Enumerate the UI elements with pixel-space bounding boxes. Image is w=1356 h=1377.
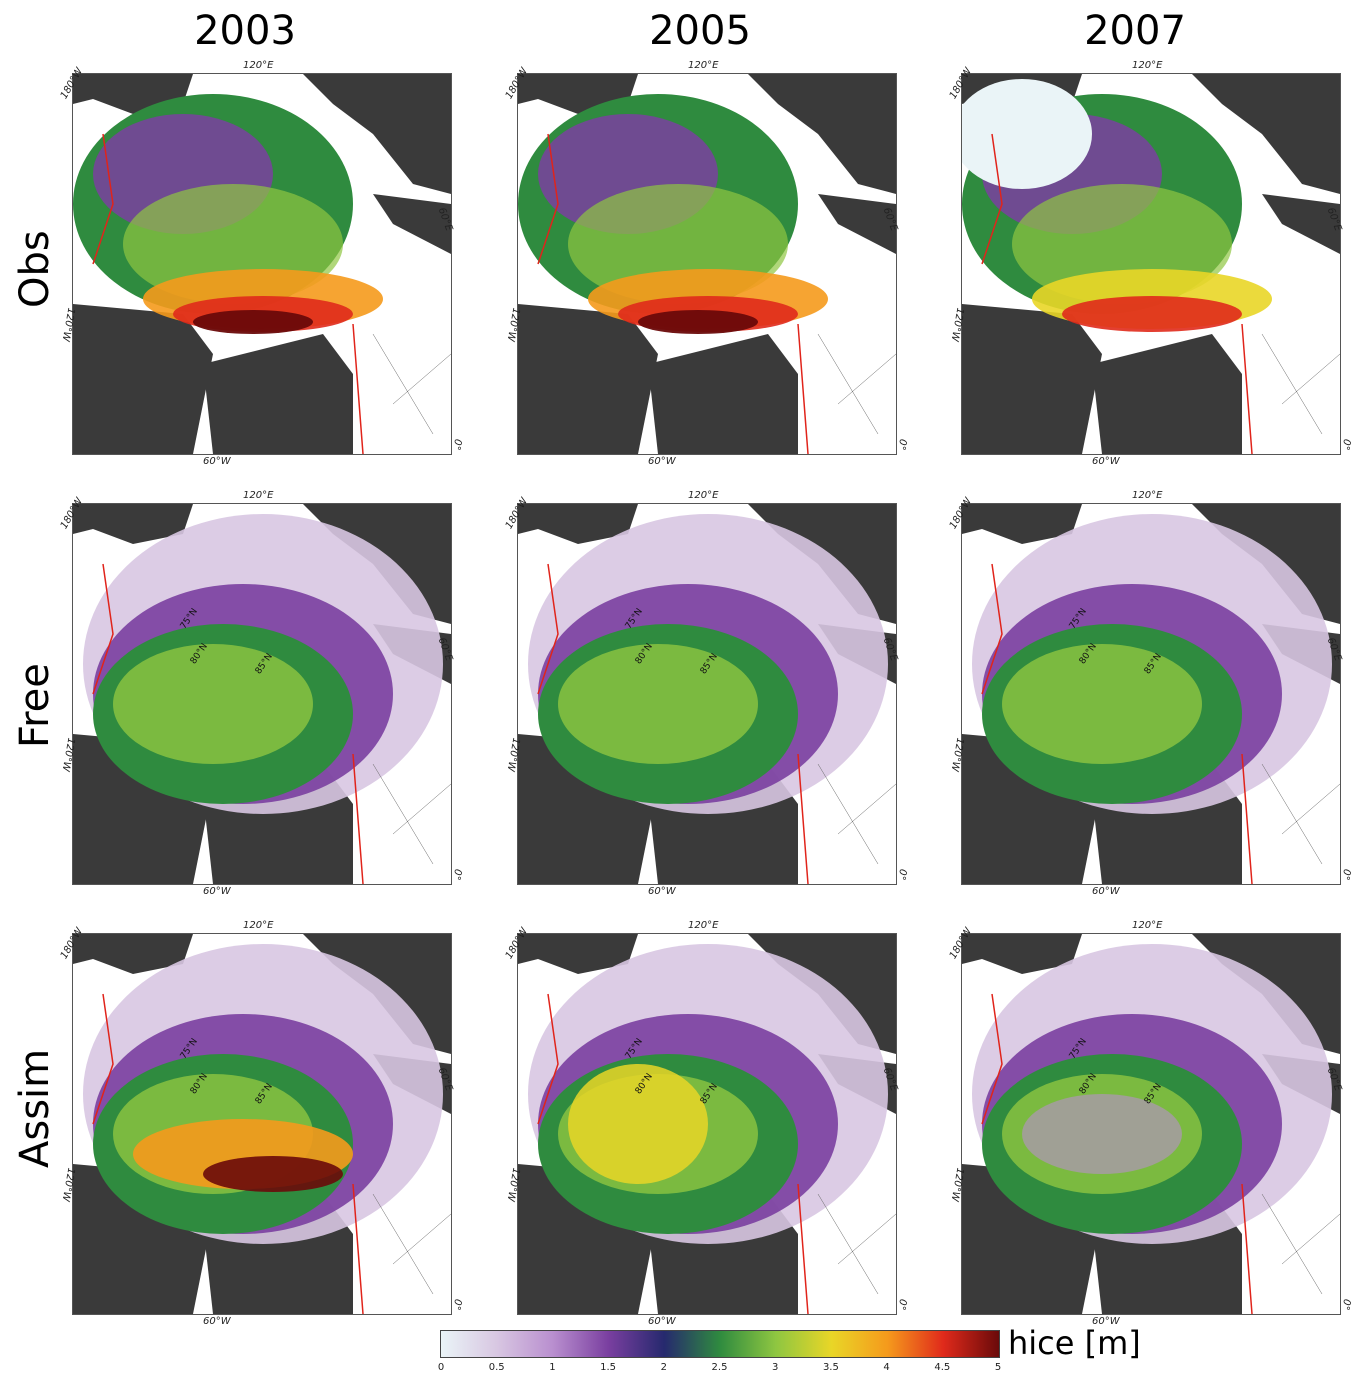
- colorbar-tick: 5: [994, 1362, 1002, 1373]
- longitude-label: 0°: [895, 867, 909, 882]
- map-panel-free-2007: 120°E 180°W 60°E 120°W 60°W 0° 75°N 80°N 85°N: [948, 490, 1352, 897]
- map-panel-obs-2007: 120°E 180°W 60°E 120°W 60°W 0°: [948, 60, 1352, 467]
- longitude-label: 60°W: [1092, 1316, 1120, 1327]
- longitude-label: 0°: [450, 867, 464, 882]
- sea-ice-thickness-map: [518, 934, 896, 1314]
- colorbar-tick: 2: [660, 1362, 667, 1373]
- row-title-obs: Obs: [12, 230, 58, 308]
- longitude-label: 60°W: [203, 456, 231, 467]
- longitude-label: 120°E: [243, 920, 274, 931]
- row-title-free: Free: [12, 663, 58, 748]
- longitude-label: 60°W: [648, 886, 676, 897]
- colorbar-tick: 1: [549, 1362, 556, 1373]
- colorbar-label: hice [m]: [1008, 1324, 1141, 1362]
- colorbar-tick: 0: [437, 1362, 445, 1373]
- map-panel-assim-2003: 120°E 180°W 60°E 120°W 60°W 0° 75°N 80°N 85°N: [59, 920, 463, 1327]
- column-title-2003: 2003: [194, 8, 296, 54]
- map-panel-free-2005: 120°E 180°W 60°E 120°W 60°W 0° 75°N 80°N 85°N: [504, 490, 908, 897]
- sea-ice-thickness-map: [518, 74, 896, 454]
- map-panel-obs-2005: 120°E 180°W 60°E 120°W 60°W 0°: [504, 60, 908, 467]
- row-title-assim: Assim: [12, 1048, 58, 1168]
- column-title-2007: 2007: [1084, 8, 1186, 54]
- column-title-2005: 2005: [649, 8, 751, 54]
- map-panel-assim-2005: 120°E 180°W 60°E 120°W 60°W 0° 75°N 80°N 85°N: [504, 920, 908, 1327]
- longitude-label: 0°: [895, 1297, 909, 1312]
- colorbar-tick: 4: [883, 1362, 890, 1373]
- longitude-label: 120°E: [1132, 920, 1163, 931]
- sea-ice-thickness-map: [962, 934, 1340, 1314]
- longitude-label: 120°E: [1132, 490, 1163, 501]
- colorbar-tick: 1.5: [600, 1362, 617, 1373]
- longitude-label: 60°W: [203, 1316, 231, 1327]
- longitude-label: 120°E: [688, 60, 719, 71]
- sea-ice-thickness-map: [73, 74, 451, 454]
- sea-ice-thickness-map: [962, 504, 1340, 884]
- longitude-label: 120°E: [243, 60, 274, 71]
- sea-ice-thickness-map: [962, 74, 1340, 454]
- longitude-label: 120°E: [1132, 60, 1163, 71]
- longitude-label: 60°W: [648, 1316, 676, 1327]
- longitude-label: 60°W: [1092, 886, 1120, 897]
- sea-ice-thickness-map: [518, 504, 896, 884]
- longitude-label: 60°W: [1092, 456, 1120, 467]
- longitude-label: 0°: [1339, 867, 1353, 882]
- colorbar-tick: 4.5: [934, 1362, 951, 1373]
- sea-ice-thickness-map: [73, 504, 451, 884]
- longitude-label: 0°: [1339, 1297, 1353, 1312]
- longitude-label: 120°E: [243, 490, 274, 501]
- colorbar-tick: 3.5: [822, 1362, 839, 1373]
- longitude-label: 120°E: [688, 490, 719, 501]
- longitude-label: 60°W: [203, 886, 231, 897]
- colorbar-tick: 2.5: [711, 1362, 728, 1373]
- map-panel-assim-2007: 120°E 180°W 60°E 120°W 60°W 0° 75°N 80°N 85°N: [948, 920, 1352, 1327]
- colorbar-tick: 0.5: [488, 1362, 505, 1373]
- longitude-label: 60°W: [648, 456, 676, 467]
- colorbar-tick: 3: [772, 1362, 779, 1373]
- map-panel-obs-2003: 120°E 180°W 60°E 120°W 60°W 0°: [59, 60, 463, 467]
- sea-ice-thickness-map: [73, 934, 451, 1314]
- longitude-label: 0°: [450, 1297, 464, 1312]
- map-panel-free-2003: 120°E 180°W 60°E 120°W 60°W 0° 75°N 80°N 85°N: [59, 490, 463, 897]
- colorbar: [440, 1330, 1000, 1358]
- longitude-label: 120°E: [688, 920, 719, 931]
- longitude-label: 0°: [450, 437, 464, 452]
- longitude-label: 0°: [895, 437, 909, 452]
- longitude-label: 0°: [1339, 437, 1353, 452]
